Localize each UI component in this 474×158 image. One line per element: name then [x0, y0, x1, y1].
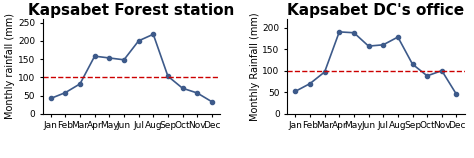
Rainfall	[48, 97, 54, 99]
Rainfall	[107, 57, 112, 59]
Rainfall	[439, 70, 445, 72]
100 mm	[307, 70, 313, 72]
Y-axis label: Monthly Rainfall (mm): Monthly Rainfall (mm)	[250, 12, 260, 121]
Rainfall	[337, 31, 342, 33]
Y-axis label: Monthly rainfall (mm): Monthly rainfall (mm)	[5, 13, 15, 119]
Rainfall	[351, 32, 357, 34]
Rainfall	[292, 90, 298, 92]
Rainfall	[424, 75, 430, 77]
Rainfall	[307, 83, 313, 85]
Title: Kapsabet DC's office: Kapsabet DC's office	[287, 3, 465, 18]
Rainfall	[121, 59, 127, 61]
Rainfall	[165, 75, 171, 77]
Rainfall	[395, 36, 401, 38]
Legend: Rainfall, 100 mm: Rainfall, 100 mm	[58, 155, 205, 158]
Rainfall	[366, 45, 372, 47]
Line: Rainfall: Rainfall	[293, 30, 458, 96]
100 mm	[292, 70, 298, 72]
Rainfall	[150, 33, 156, 35]
Rainfall	[380, 44, 386, 46]
Rainfall	[322, 71, 328, 73]
Rainfall	[454, 93, 459, 95]
Legend: Rainfall, 100 mm: Rainfall, 100 mm	[302, 155, 449, 158]
Rainfall	[136, 40, 141, 42]
100 mm	[48, 76, 54, 78]
Rainfall	[410, 63, 415, 65]
Title: Kapsabet Forest station: Kapsabet Forest station	[28, 3, 235, 18]
Line: Rainfall: Rainfall	[49, 32, 214, 104]
Rainfall	[77, 83, 83, 85]
Rainfall	[63, 92, 68, 94]
Rainfall	[209, 101, 215, 103]
100 mm	[63, 76, 68, 78]
Rainfall	[92, 55, 98, 57]
Rainfall	[194, 92, 200, 94]
Rainfall	[180, 87, 185, 89]
